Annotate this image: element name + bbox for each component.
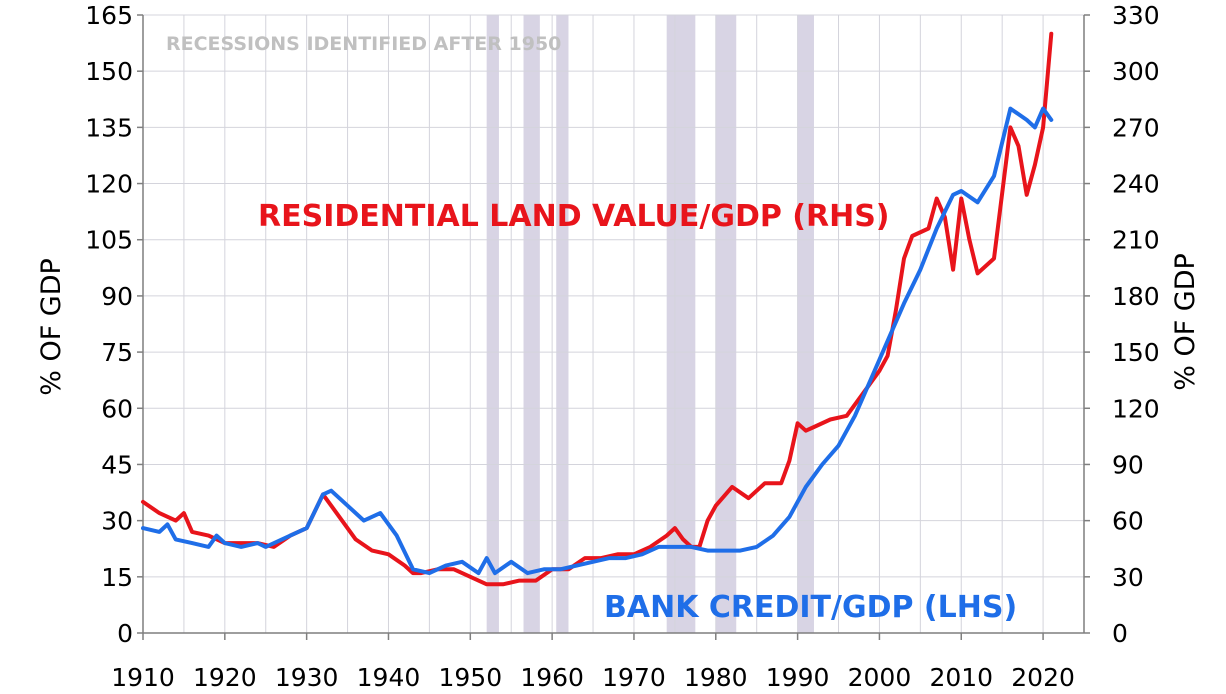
recession-band <box>797 15 814 633</box>
y-tick-label-left: 150 <box>85 57 133 86</box>
x-tick-label: 1990 <box>766 663 830 690</box>
x-tick-label: 2020 <box>1011 663 1075 690</box>
y-tick-label-right: 30 <box>1112 563 1144 592</box>
recession-annotation: RECESSIONS IDENTIFIED AFTER 1950 <box>166 33 561 55</box>
y-tick-label-left: 30 <box>101 507 133 536</box>
recession-band <box>486 15 499 633</box>
grid <box>142 14 1085 634</box>
y-tick-label-right: 180 <box>1112 282 1160 311</box>
y-axis-label-right: % OF GDP <box>1170 253 1201 391</box>
chart-labels: RECESSIONS IDENTIFIED AFTER 1950 RESIDEN… <box>36 33 1201 625</box>
x-tick-label: 1920 <box>193 663 257 690</box>
y-tick-label-right: 0 <box>1112 619 1128 648</box>
x-tick-label: 1980 <box>684 663 748 690</box>
x-tick-label: 1940 <box>357 663 421 690</box>
x-tick-label: 2010 <box>929 663 993 690</box>
y-tick-label-left: 90 <box>101 282 133 311</box>
y-tick-label-left: 120 <box>85 170 133 199</box>
recession-band <box>715 15 737 633</box>
series-lines <box>141 31 1054 587</box>
x-tick-label: 2000 <box>848 663 912 690</box>
series-line-land-value <box>141 31 1054 587</box>
series-label-credit: BANK CREDIT/GDP (LHS) <box>604 590 1017 625</box>
series-label-land: RESIDENTIAL LAND VALUE/GDP (RHS) <box>258 199 890 234</box>
recession-band <box>556 15 569 633</box>
y-tick-label-left: 75 <box>101 338 133 367</box>
x-tick-label: 1970 <box>602 663 666 690</box>
y-tick-label-left: 0 <box>117 619 133 648</box>
y-tick-label-right: 330 <box>1112 1 1160 30</box>
series-line-bank-credit <box>141 106 1054 576</box>
y-tick-label-right: 90 <box>1112 450 1144 479</box>
x-tick-label: 1950 <box>438 663 502 690</box>
y-tick-label-right: 300 <box>1112 57 1160 86</box>
y-axis-label-left: % OF GDP <box>36 258 67 396</box>
y-tick-label-right: 240 <box>1112 170 1160 199</box>
axes: 0 15 30 45 60 75 90 105 120 135 150 165 0 30 60 90 120 15… <box>85 1 1160 692</box>
y-tick-label-left: 45 <box>101 450 133 479</box>
y-tick-label-right: 210 <box>1112 226 1160 255</box>
y-tick-label-right: 270 <box>1112 113 1160 142</box>
x-tick-label: 1910 <box>111 663 175 690</box>
y-tick-label-right: 60 <box>1112 507 1144 536</box>
y-tick-label-left: 165 <box>85 1 133 30</box>
y-tick-label-left: 105 <box>85 226 133 255</box>
y-tick-label-left: 135 <box>85 113 133 142</box>
y-tick-label-right: 120 <box>1112 394 1160 423</box>
y-tick-label-left: 60 <box>101 394 133 423</box>
y-tick-label-left: 15 <box>101 563 133 592</box>
recession-band <box>666 15 696 633</box>
x-tick-label: 1960 <box>520 663 584 690</box>
recession-band <box>523 15 540 633</box>
y-tick-label-right: 150 <box>1112 338 1160 367</box>
x-tick-label: 1930 <box>275 663 339 690</box>
